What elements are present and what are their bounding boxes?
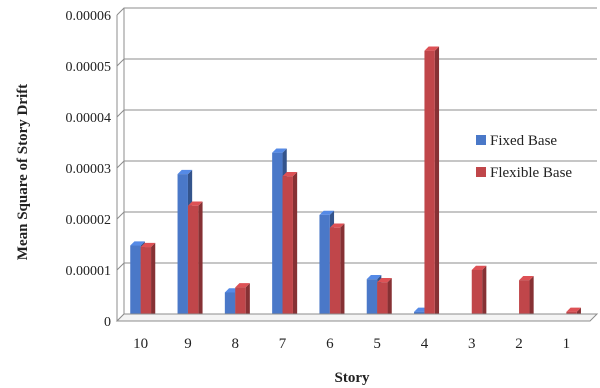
y-axis-title: Mean Square of Story Drift	[15, 84, 31, 260]
chart-floor	[115, 313, 599, 322]
x-axis-title: Story	[335, 370, 370, 386]
x-tick-label: 10	[133, 336, 148, 352]
bar-flexible-base-story-6	[329, 223, 345, 321]
axes-layer	[115, 8, 599, 322]
y-tick-label: 0.00003	[66, 162, 112, 177]
bar-flexible-base-story-2	[519, 276, 534, 321]
y-tick-label: 0.00006	[66, 9, 112, 24]
x-tick-label: 9	[184, 336, 192, 352]
legend-swatch	[476, 135, 486, 145]
legend-label: Fixed Base	[490, 133, 557, 149]
bar-flexible-base-story-7	[282, 171, 298, 321]
y-tick-label: 0.00005	[66, 60, 112, 75]
y-tick-label: 0.00004	[66, 111, 112, 126]
x-tick-label: 7	[279, 336, 287, 352]
bars-layer	[130, 46, 581, 321]
x-tick-label: 5	[373, 336, 381, 352]
labels-layer: 0 0.00001 0.00002 0.00003 0.00004 0.00005 0.00…	[66, 9, 571, 352]
y-tick-label: 0.00002	[66, 213, 112, 228]
bar-flexible-base-story-9	[187, 201, 203, 321]
y-tick-label: 0.00001	[66, 264, 112, 279]
bar-flexible-base-story-10	[140, 242, 156, 321]
legend-label: Flexible Base	[490, 165, 572, 181]
x-tick-label: 1	[563, 336, 571, 352]
x-tick-label: 3	[468, 336, 476, 352]
x-tick-label: 2	[515, 336, 523, 352]
gridline	[116, 109, 597, 118]
x-tick-label: 8	[232, 336, 240, 352]
bar-flexible-base-story-5	[377, 278, 392, 321]
x-tick-label: 6	[326, 336, 334, 352]
gridline	[116, 7, 597, 16]
gridline	[116, 58, 597, 67]
bar-flexible-base-story-8	[235, 283, 250, 321]
legend: Fixed Base Flexible Base	[476, 133, 572, 181]
x-tick-label: 4	[421, 336, 429, 352]
bar-flexible-base-story-4	[424, 46, 440, 321]
legend-swatch	[476, 167, 486, 177]
bar-flexible-base-story-3	[471, 265, 487, 321]
y-tick-label: 0	[104, 315, 111, 330]
